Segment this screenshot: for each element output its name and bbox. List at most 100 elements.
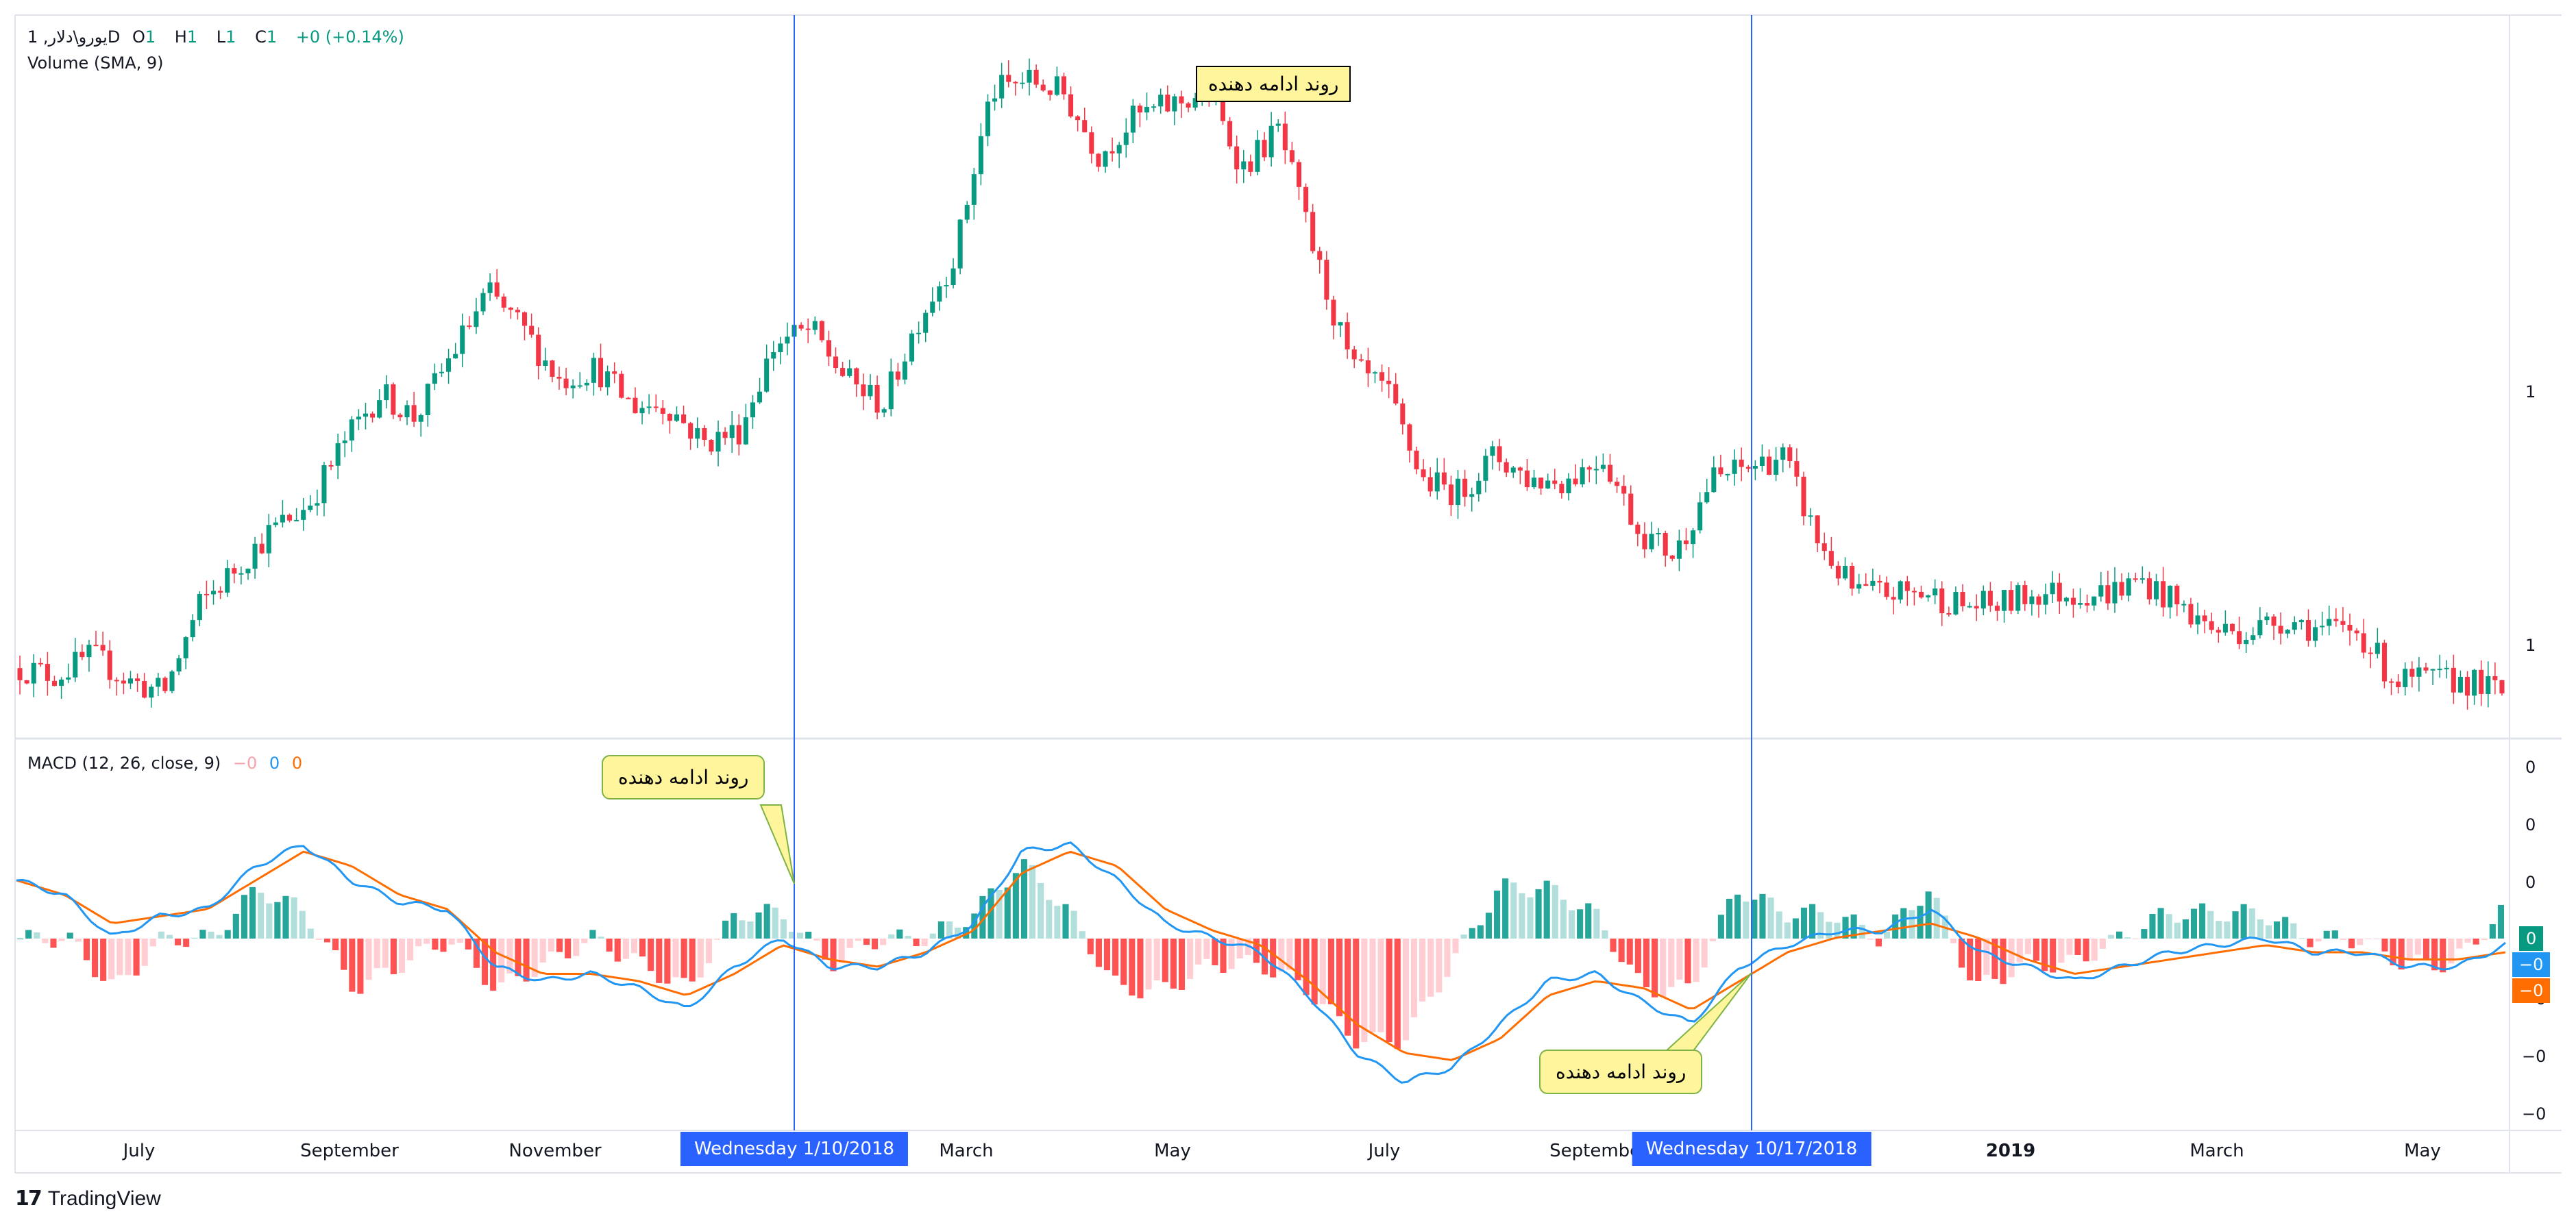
candle-body bbox=[2492, 676, 2498, 680]
histogram-bar bbox=[639, 939, 646, 957]
histogram-bar bbox=[1776, 911, 1782, 939]
histogram-bar bbox=[357, 939, 364, 994]
histogram-bar bbox=[1477, 925, 1484, 939]
candle-body bbox=[1497, 446, 1502, 462]
histogram-bar bbox=[606, 939, 613, 952]
histogram-bar bbox=[1950, 939, 1956, 943]
candle-body bbox=[992, 98, 998, 102]
candle-body bbox=[149, 686, 154, 698]
candle-body bbox=[2285, 630, 2290, 634]
candle-body bbox=[1994, 606, 2000, 611]
annotation-callout-2[interactable]: روند ادامه دهنده bbox=[1539, 1050, 1703, 1094]
histogram-bar bbox=[971, 913, 978, 939]
candle-body bbox=[1774, 460, 1779, 475]
histogram-bar bbox=[2050, 939, 2057, 973]
candle-body bbox=[2472, 669, 2477, 696]
histogram-bar bbox=[415, 939, 422, 947]
histogram-bar bbox=[191, 937, 198, 939]
histogram-bar bbox=[2381, 939, 2388, 952]
histogram-bar bbox=[1187, 939, 1194, 979]
candle-body bbox=[1310, 212, 1316, 251]
candle-body bbox=[1573, 478, 1578, 484]
histogram-bar bbox=[2290, 923, 2297, 939]
histogram-bar bbox=[515, 939, 522, 976]
candle-body bbox=[2078, 603, 2083, 605]
histogram-bar bbox=[2207, 910, 2214, 939]
histogram-bar bbox=[630, 939, 637, 954]
histogram-bar bbox=[2066, 939, 2073, 955]
candle-body bbox=[2389, 681, 2394, 683]
candle-body bbox=[2057, 582, 2062, 602]
candle-body bbox=[1165, 95, 1170, 112]
candle-body bbox=[1980, 591, 1986, 609]
histogram-bar bbox=[996, 889, 1003, 939]
candle-body bbox=[1296, 162, 1302, 187]
candle-body bbox=[2320, 625, 2325, 628]
candle-body bbox=[1151, 106, 1157, 108]
candle-body bbox=[1933, 588, 1938, 596]
crosshair-date-badge-1: Wednesday 1/10/2018 bbox=[680, 1132, 909, 1166]
candle-body bbox=[1130, 106, 1136, 133]
histogram-bar bbox=[1038, 882, 1044, 939]
candle-body bbox=[432, 373, 437, 384]
histogram-bar bbox=[896, 929, 903, 939]
callout-1-tail bbox=[759, 804, 795, 884]
histogram-bar bbox=[598, 937, 604, 939]
histogram-bar bbox=[871, 939, 879, 950]
histogram-bar bbox=[1676, 939, 1683, 980]
tradingview-logo-icon: 𝟭𝟳 bbox=[15, 1187, 42, 1210]
histogram-bar bbox=[498, 939, 505, 982]
histogram-bar bbox=[664, 939, 671, 984]
histogram-bar bbox=[539, 939, 546, 963]
candle-body bbox=[1697, 502, 1703, 531]
histogram-bar bbox=[1958, 939, 1965, 968]
candle-body bbox=[1393, 384, 1399, 404]
candle-body bbox=[854, 368, 859, 385]
price-change: +0 (+0.14%) bbox=[295, 27, 404, 47]
histogram-bar bbox=[921, 939, 928, 947]
histogram-bar bbox=[2315, 939, 2322, 942]
candle-body bbox=[391, 384, 396, 415]
histogram-bar bbox=[2190, 908, 2198, 939]
macd-title: MACD (12, 26, close, 9) bbox=[27, 754, 221, 773]
candle-body bbox=[2298, 620, 2304, 623]
annotation-top-box[interactable]: روند ادامه دهنده bbox=[1196, 66, 1351, 102]
candle-body bbox=[169, 671, 175, 691]
annotation-callout-1[interactable]: روند ادامه دهنده bbox=[602, 755, 765, 800]
candle-body bbox=[1006, 75, 1011, 82]
candle-body bbox=[736, 425, 741, 445]
candle-body bbox=[1179, 96, 1184, 103]
macd-legend[interactable]: MACD (12, 26, close, 9) −0 0 0 bbox=[27, 754, 309, 773]
candle-body bbox=[1013, 82, 1018, 84]
histogram-bar bbox=[2390, 939, 2396, 966]
candle-body bbox=[1096, 153, 1101, 167]
histogram-bar bbox=[672, 939, 679, 978]
histogram-bar bbox=[1551, 884, 1558, 939]
histogram-bar bbox=[1859, 924, 1865, 939]
histogram-bar bbox=[2024, 939, 2031, 954]
symbol-name[interactable]: یورو\دلار, 1D bbox=[27, 27, 121, 47]
histogram-bar bbox=[1792, 918, 1799, 939]
candle-body bbox=[1566, 478, 1571, 493]
candle-body bbox=[301, 510, 306, 520]
candle-body bbox=[729, 425, 735, 438]
histogram-bar bbox=[2274, 921, 2281, 939]
candle-body bbox=[1144, 107, 1150, 113]
candle-body bbox=[397, 414, 403, 418]
histogram-bar bbox=[133, 939, 140, 976]
histogram-bar bbox=[1527, 897, 1534, 939]
ohlc-high: H1 bbox=[174, 27, 198, 47]
histogram-bar bbox=[158, 931, 164, 939]
candle-body bbox=[826, 340, 831, 357]
candle-body bbox=[494, 282, 500, 297]
volume-legend[interactable]: Volume (SMA, 9) bbox=[27, 53, 164, 73]
tradingview-brand[interactable]: 𝟭𝟳 TradingView bbox=[15, 1187, 161, 1211]
histogram-bar bbox=[432, 939, 439, 950]
candle-body bbox=[591, 358, 596, 383]
candle-body bbox=[211, 591, 217, 595]
histogram-bar bbox=[705, 939, 712, 963]
histogram-bar bbox=[390, 939, 397, 974]
candle-body bbox=[598, 358, 604, 388]
candle-body bbox=[2098, 585, 2104, 597]
